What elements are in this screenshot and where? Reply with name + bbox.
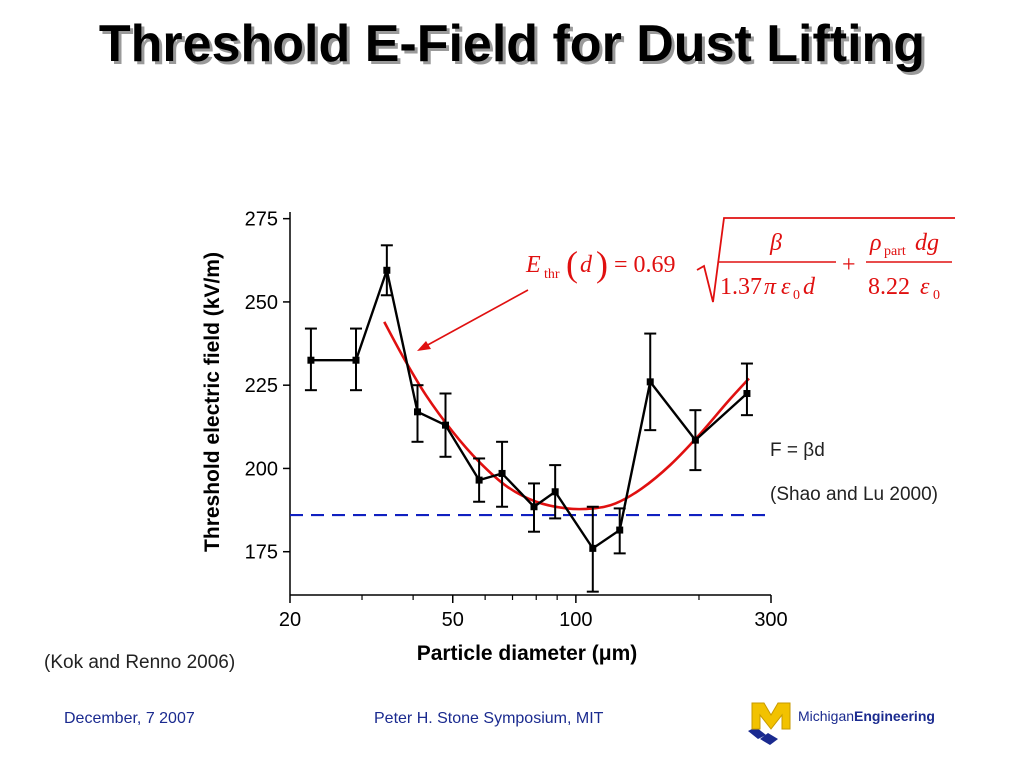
fit-curve (383, 321, 750, 511)
kok-renno-citation: (Kok and Renno 2006) (44, 652, 236, 673)
annotation-arrow (417, 289, 529, 351)
eq-term1-den-coef: 1.37 (720, 274, 762, 300)
data-point (307, 356, 315, 364)
x-axis-label: Particle diameter (μm) (417, 642, 638, 665)
data-point (441, 421, 449, 429)
eq-term1-den-eps: ε (781, 274, 791, 300)
data-series-line (310, 265, 748, 551)
x-tick-label: 100 (559, 609, 592, 631)
eq-lhs-sub: thr (544, 267, 560, 282)
y-axis-label: Threshold electric field (kV/m) (201, 252, 224, 552)
eq-plus: + (842, 252, 856, 278)
data-point (589, 544, 597, 552)
force-note: F = βd (770, 440, 825, 461)
data-point (352, 356, 360, 364)
eq-term2-den-eps-sub: 0 (933, 288, 940, 303)
y-tick-label: 175 (245, 542, 278, 564)
eq-term2-num-rest: dg (915, 230, 939, 256)
eq-term2-num-rho: ρ (869, 230, 882, 256)
eq-coef: = 0.69 (614, 252, 676, 278)
y-tick-label: 225 (245, 375, 278, 397)
slide-title: Threshold E-Field for Dust Lifting (98, 15, 926, 73)
x-tick-label: 20 (279, 609, 301, 631)
data-point (475, 476, 483, 484)
eq-term2-num-sub: part (884, 244, 906, 259)
eq-sqrt (696, 217, 955, 303)
eq-paren-close: ) (596, 244, 608, 284)
eq-lhs-arg: d (580, 252, 593, 278)
y-tick-label: 200 (245, 458, 278, 480)
eq-term1-den-eps-sub: 0 (793, 288, 800, 303)
x-tick-label: 300 (754, 609, 787, 631)
data-point (646, 378, 654, 386)
error-bar (740, 362, 753, 417)
data-point (498, 469, 506, 477)
x-tick-label: 50 (442, 609, 464, 631)
eq-term1-num: β (769, 230, 782, 256)
data-point (530, 503, 538, 511)
data-point (414, 408, 422, 416)
eq-lhs-symbol: E (525, 252, 541, 278)
eq-paren-open: ( (566, 244, 578, 284)
data-point (743, 390, 751, 398)
data-point (691, 436, 699, 444)
eq-term1-den-d: d (803, 274, 816, 300)
threshold-equation: E thr ( d ) = 0.69 β 1.37 π ε 0 d + ρ pa… (525, 217, 955, 303)
footer-event: Peter H. Stone Symposium, MIT (374, 710, 604, 727)
michigan-engineering-logo (748, 702, 791, 745)
shao-lu-citation: (Shao and Lu 2000) (770, 484, 938, 505)
data-point (551, 488, 559, 496)
y-tick-label: 250 (245, 292, 278, 314)
footer-date: December, 7 2007 (64, 710, 195, 727)
y-tick-label: 275 (245, 209, 278, 231)
eq-term2-den-coef: 8.22 (868, 274, 910, 300)
eq-term1-den-pi: π (764, 274, 777, 300)
data-point (383, 266, 391, 274)
data-point (616, 526, 624, 534)
logo-wordmark: MichiganEngineering (798, 708, 935, 724)
block-m-icon (748, 702, 791, 745)
chart-marks (290, 244, 771, 593)
eq-term2-den-eps: ε (920, 274, 930, 300)
axes: 175 200 225 250 275 20 50 100 300 (245, 209, 788, 631)
